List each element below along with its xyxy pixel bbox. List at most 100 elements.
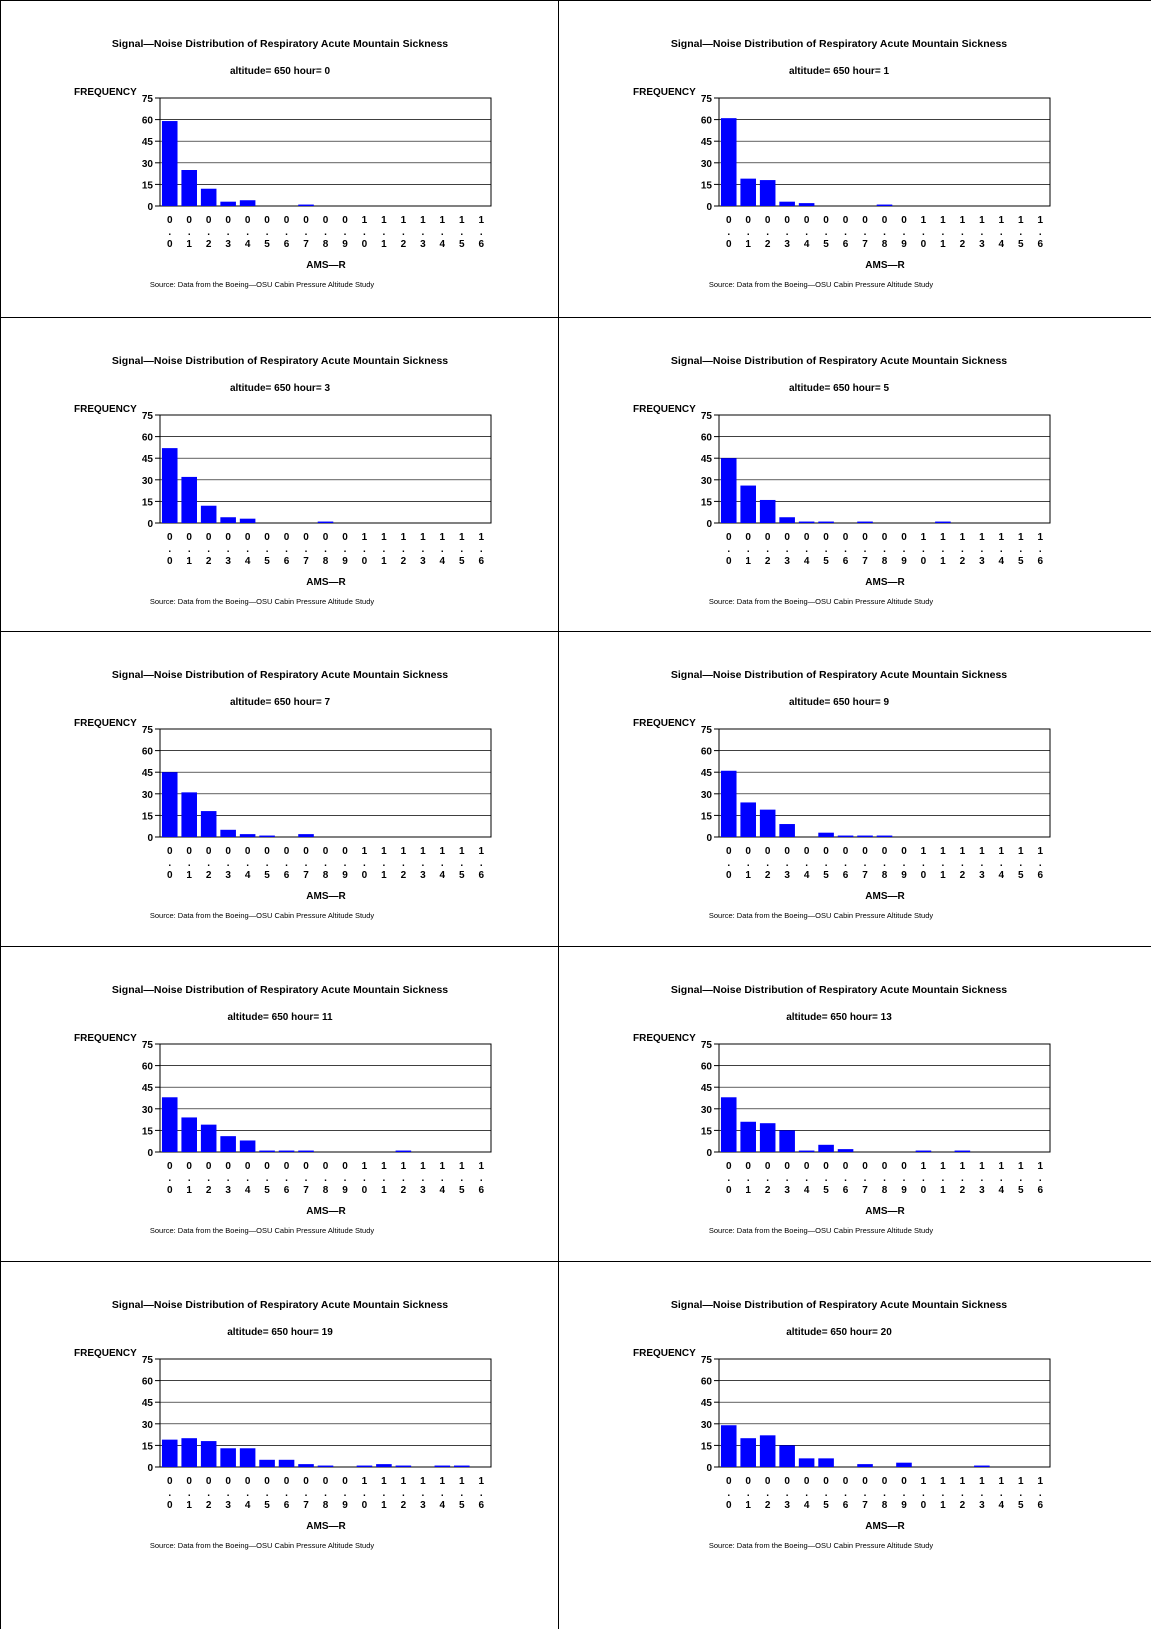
bar (201, 1125, 217, 1152)
x-tick-label-dot: . (961, 1173, 964, 1184)
x-tick-label-dot: . (266, 1173, 269, 1184)
y-tick-label: 15 (701, 1441, 713, 1452)
bar (916, 1151, 932, 1152)
bar (799, 1151, 815, 1152)
x-tick-label-top: 1 (979, 1476, 985, 1487)
x-tick-label-top: 0 (225, 215, 231, 226)
x-tick-label-dot: . (864, 227, 867, 238)
x-tick-label-top: 1 (362, 846, 368, 857)
x-tick-label-top: 0 (225, 846, 231, 857)
x-tick-label-top: 1 (940, 846, 946, 857)
x-tick-label-bottom: 2 (960, 1185, 966, 1196)
x-axis-label: AMS—R (306, 891, 346, 902)
bar (298, 834, 314, 837)
x-tick-label-bottom: 0 (726, 870, 732, 881)
bar (740, 1438, 756, 1467)
x-tick-label-dot: . (727, 858, 730, 869)
x-tick-label-bottom: 9 (901, 556, 907, 567)
x-tick-label-top: 1 (420, 1476, 426, 1487)
chart-panel: Signal—Noise Distribution of Respiratory… (0, 946, 559, 1261)
x-tick-label-bottom: 9 (901, 1185, 907, 1196)
y-tick-label: 75 (142, 1355, 154, 1366)
x-tick-label-dot: . (747, 544, 750, 555)
x-tick-label-bottom: 4 (245, 870, 251, 881)
x-tick-label-dot: . (324, 227, 327, 238)
y-tick-label: 30 (701, 159, 713, 170)
x-tick-label-bottom: 9 (342, 1500, 348, 1511)
x-tick-label-dot: . (1039, 858, 1042, 869)
bar (201, 811, 217, 837)
x-tick-label-dot: . (363, 544, 366, 555)
bar (896, 1463, 912, 1467)
x-tick-label-dot: . (922, 858, 925, 869)
x-tick-label-bottom: 2 (401, 1185, 407, 1196)
chart-panel: Signal—Noise Distribution of Respiratory… (0, 1261, 559, 1629)
x-tick-label-dot: . (363, 1173, 366, 1184)
chart-title: Signal—Noise Distribution of Respiratory… (671, 1299, 1007, 1311)
x-tick-label-dot: . (786, 544, 789, 555)
x-tick-label-dot: . (227, 858, 230, 869)
x-tick-label-dot: . (864, 1488, 867, 1499)
x-tick-label-bottom: 4 (804, 556, 810, 567)
chart-panel: Signal—Noise Distribution of Respiratory… (559, 1261, 1151, 1629)
x-tick-label-top: 0 (323, 215, 329, 226)
x-tick-label-top: 0 (303, 846, 309, 857)
x-tick-label-top: 0 (862, 1476, 868, 1487)
x-tick-label-bottom: 1 (745, 239, 751, 250)
x-tick-label-bottom: 0 (362, 1500, 368, 1511)
x-tick-label-top: 0 (784, 215, 790, 226)
x-tick-label-top: 1 (979, 846, 985, 857)
y-axis-label: FREQUENCY (74, 404, 137, 415)
x-tick-label-dot: . (1000, 544, 1003, 555)
y-tick-label: 0 (706, 202, 712, 213)
x-tick-label-top: 0 (765, 532, 771, 543)
y-tick-label: 75 (142, 411, 154, 422)
bar (259, 1151, 275, 1152)
bar (181, 477, 197, 523)
x-tick-label-dot: . (383, 858, 386, 869)
x-tick-label-bottom: 0 (726, 239, 732, 250)
x-tick-label-dot: . (421, 858, 424, 869)
x-tick-label-bottom: 5 (459, 1185, 465, 1196)
x-tick-label-top: 0 (843, 532, 849, 543)
x-tick-label-bottom: 3 (225, 1500, 231, 1511)
x-tick-label-top: 0 (167, 215, 173, 226)
x-tick-label-bottom: 4 (804, 870, 810, 881)
x-tick-label-dot: . (383, 1173, 386, 1184)
y-tick-label: 45 (701, 768, 713, 779)
x-tick-label-dot: . (1039, 1173, 1042, 1184)
y-tick-label: 15 (142, 1126, 154, 1137)
x-tick-label-dot: . (1019, 1488, 1022, 1499)
x-tick-label-dot: . (344, 544, 347, 555)
x-axis-label: AMS—R (306, 1206, 346, 1217)
x-axis-label: AMS—R (865, 260, 905, 271)
x-tick-label-dot: . (825, 544, 828, 555)
x-tick-label-top: 1 (921, 215, 927, 226)
x-tick-label-dot: . (324, 1173, 327, 1184)
source-note: Source: Data from the Boeing—OSU Cabin P… (150, 280, 375, 289)
x-tick-label-top: 0 (784, 846, 790, 857)
x-tick-label-dot: . (266, 858, 269, 869)
x-tick-label-top: 0 (323, 532, 329, 543)
bar-chart: Signal—Noise Distribution of Respiratory… (559, 0, 1151, 314)
x-tick-label-bottom: 1 (186, 870, 192, 881)
x-tick-label-bottom: 0 (921, 556, 927, 567)
x-tick-label-top: 0 (284, 1161, 290, 1172)
x-tick-label-dot: . (786, 858, 789, 869)
bar (838, 1149, 854, 1152)
x-tick-label-dot: . (844, 227, 847, 238)
x-tick-label-top: 0 (284, 215, 290, 226)
x-tick-label-bottom: 3 (420, 556, 426, 567)
y-tick-label: 30 (701, 1105, 713, 1116)
x-tick-label-dot: . (421, 1173, 424, 1184)
x-tick-label-bottom: 3 (225, 556, 231, 567)
x-tick-label-dot: . (942, 858, 945, 869)
x-tick-label-top: 1 (401, 532, 407, 543)
source-note: Source: Data from the Boeing—OSU Cabin P… (709, 1541, 934, 1550)
x-tick-label-bottom: 1 (745, 556, 751, 567)
x-tick-label-bottom: 0 (921, 1500, 927, 1511)
bar-chart: Signal—Noise Distribution of Respiratory… (559, 1261, 1151, 1575)
x-tick-label-bottom: 5 (459, 1500, 465, 1511)
x-tick-label-bottom: 6 (843, 1185, 849, 1196)
x-tick-label-top: 1 (940, 1161, 946, 1172)
